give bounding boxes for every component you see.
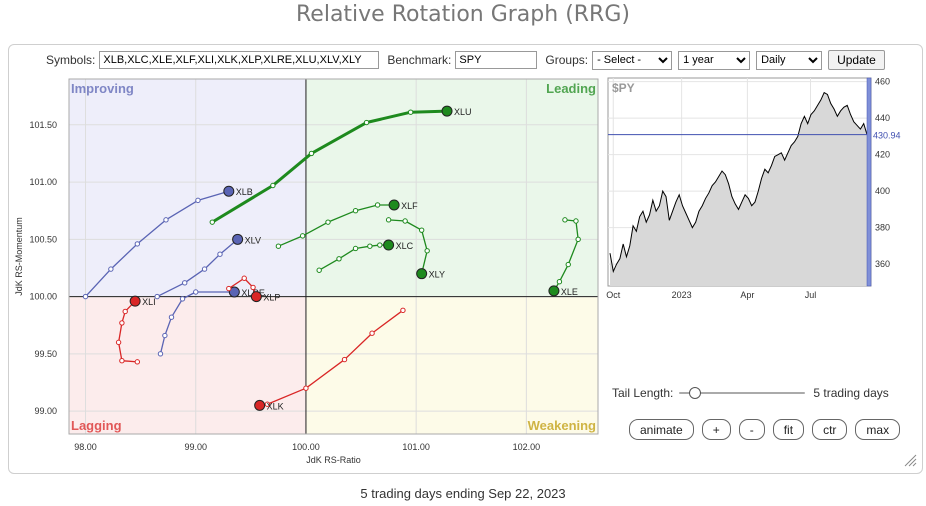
update-button[interactable]: Update bbox=[828, 50, 885, 70]
chart-controls: animate + - fit ctr max bbox=[629, 419, 908, 440]
tail-length-value: 5 trading days bbox=[813, 386, 889, 400]
footer-caption: 5 trading days ending Sep 22, 2023 bbox=[360, 486, 566, 501]
interval-select[interactable]: Daily bbox=[756, 50, 823, 70]
zoom-in-button[interactable]: + bbox=[701, 419, 731, 440]
fit-button[interactable]: fit bbox=[772, 419, 805, 440]
tail-length-control: Tail Length: 5 trading days bbox=[612, 386, 889, 400]
slider-track bbox=[679, 392, 806, 394]
slider-thumb[interactable] bbox=[688, 387, 701, 399]
groups-label: Groups: bbox=[545, 53, 589, 67]
tail-length-slider[interactable] bbox=[679, 387, 806, 399]
chart-panel bbox=[8, 44, 923, 474]
max-button[interactable]: max bbox=[855, 419, 901, 440]
page-title: Relative Rotation Graph (RRG) bbox=[296, 2, 630, 27]
benchmark-label: Benchmark: bbox=[387, 53, 452, 67]
symbols-label: Symbols: bbox=[46, 53, 96, 67]
zoom-out-button[interactable]: - bbox=[738, 419, 765, 440]
symbols-input[interactable] bbox=[99, 51, 380, 69]
benchmark-input[interactable] bbox=[455, 51, 538, 69]
tail-length-label: Tail Length: bbox=[612, 386, 674, 400]
groups-select[interactable]: - Select - bbox=[592, 50, 673, 70]
toolbar: Symbols: Benchmark: Groups: - Select - 1… bbox=[46, 49, 885, 71]
resize-grip-icon[interactable] bbox=[903, 453, 917, 467]
animate-button[interactable]: animate bbox=[629, 419, 694, 440]
period-select[interactable]: 1 year bbox=[678, 50, 751, 70]
center-button[interactable]: ctr bbox=[812, 419, 848, 440]
